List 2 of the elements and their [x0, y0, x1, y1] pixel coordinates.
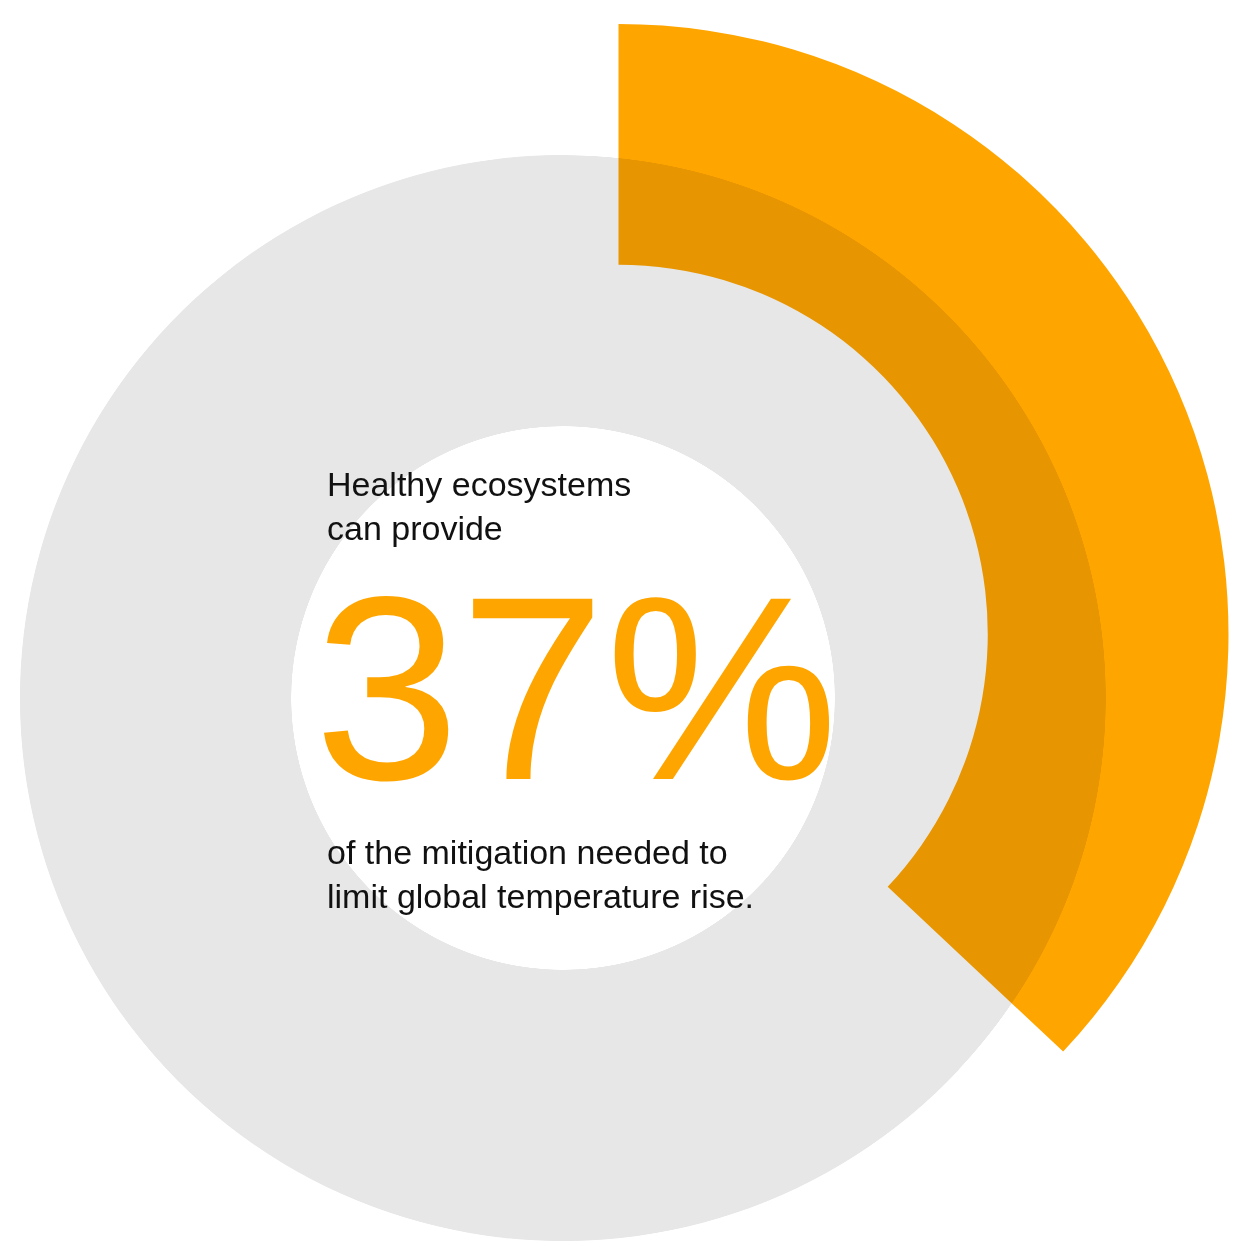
text: of the mitigation needed to limit global temperature rise. [327, 833, 755, 916]
text: Healthy ecosystems can provide [327, 465, 632, 548]
